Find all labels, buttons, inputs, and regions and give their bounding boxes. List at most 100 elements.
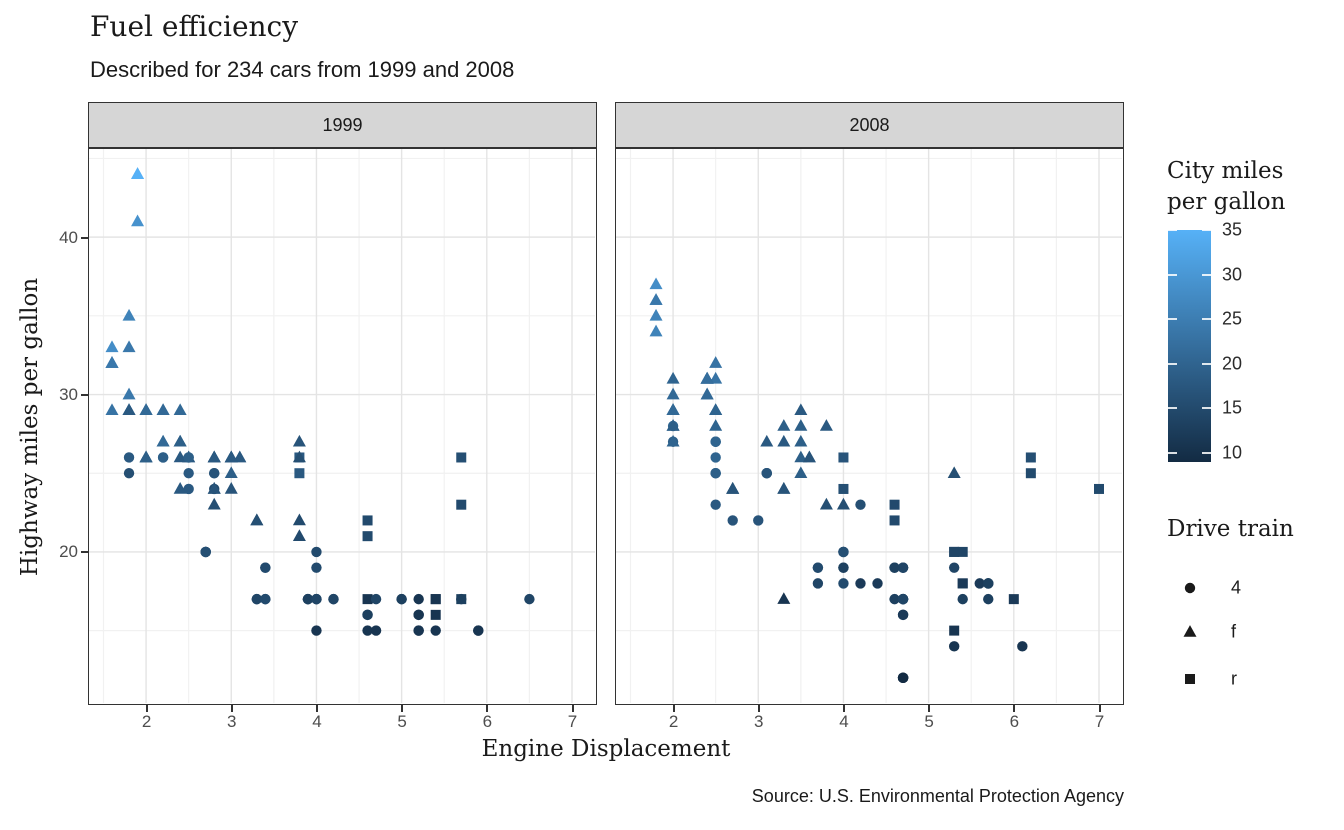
data-point <box>983 578 994 589</box>
data-point <box>131 214 145 227</box>
data-point <box>260 562 271 573</box>
data-point <box>292 450 306 463</box>
data-point <box>173 434 187 447</box>
y-axis-tick <box>81 394 88 397</box>
x-axis-tick <box>672 705 675 712</box>
data-point <box>1025 468 1036 479</box>
data-point <box>250 513 264 526</box>
data-point <box>224 466 238 479</box>
colorbar-tick <box>1202 407 1211 410</box>
x-axis-title: Engine Displacement <box>481 736 731 762</box>
data-point <box>122 387 136 400</box>
data-point <box>105 340 119 353</box>
data-point <box>819 419 833 431</box>
x-axis-tick-label: 7 <box>567 712 578 731</box>
data-point <box>649 308 663 321</box>
colorbar-tick <box>1202 362 1211 365</box>
colorbar-tick <box>1202 229 1211 231</box>
data-point <box>173 450 187 463</box>
data-point <box>183 483 194 495</box>
facet-strip-1999: 1999 <box>88 102 597 148</box>
data-point <box>473 625 484 636</box>
data-point <box>948 562 960 573</box>
x-axis-tick-label: 2 <box>141 712 152 731</box>
data-point <box>948 641 960 652</box>
square-key-icon <box>1185 674 1195 684</box>
data-point <box>362 531 373 542</box>
data-point <box>838 562 849 573</box>
data-point <box>413 593 424 605</box>
data-point <box>362 594 373 605</box>
x-axis-tick <box>230 705 233 712</box>
data-point <box>362 609 373 621</box>
x-axis-tick <box>145 705 148 712</box>
data-point <box>122 308 136 321</box>
drive-train-key-f <box>1177 618 1203 644</box>
data-point <box>710 468 721 479</box>
x-axis-tick-label: 5 <box>924 712 934 731</box>
colorbar-tick-label: 25 <box>1222 308 1243 329</box>
data-point <box>710 452 721 463</box>
colorbar-tick <box>1202 318 1211 321</box>
data-point <box>761 468 772 479</box>
data-point <box>456 593 467 605</box>
data-point <box>957 593 968 605</box>
data-point <box>777 482 791 494</box>
drive-train-key-label: r <box>1231 668 1237 689</box>
square-key-glyph <box>1185 674 1195 684</box>
data-point <box>260 593 271 605</box>
colorbar-tick-label: 10 <box>1222 442 1243 463</box>
data-point <box>1008 594 1019 605</box>
data-point <box>666 403 680 416</box>
drive-train-key-4 <box>1177 574 1203 600</box>
y-axis-tick-label: 30 <box>59 385 78 405</box>
data-point <box>173 482 187 494</box>
triangle-key-glyph <box>1183 625 1197 637</box>
data-point <box>710 499 721 510</box>
x-axis-tick <box>1013 705 1016 712</box>
color-legend-title-line1: City miles <box>1167 158 1284 184</box>
data-point <box>139 450 153 463</box>
y-axis-tick-label: 40 <box>59 227 78 247</box>
triangle-key-icon <box>1183 625 1197 637</box>
data-point <box>456 499 467 510</box>
data-point <box>224 482 238 494</box>
data-point <box>524 593 535 605</box>
drive-train-key-label: 4 <box>1231 577 1242 598</box>
data-point <box>207 450 221 463</box>
x-axis-tick-label: 6 <box>1009 712 1020 731</box>
data-point <box>819 497 833 510</box>
data-point <box>156 403 170 416</box>
data-point <box>430 594 441 605</box>
x-axis-tick-label: 2 <box>668 712 679 731</box>
data-point <box>760 434 774 447</box>
data-point <box>710 436 721 447</box>
colorbar-tick <box>1168 318 1177 321</box>
data-point <box>122 403 136 416</box>
color-legend-title: City miles per gallon <box>1167 156 1285 218</box>
data-point <box>139 403 153 416</box>
data-point <box>838 546 849 558</box>
data-point <box>666 419 680 431</box>
y-axis-title: Highway miles per gallon <box>17 277 43 577</box>
data-point <box>957 546 968 557</box>
scatter-plot-2008 <box>616 149 1122 703</box>
data-point <box>666 387 680 400</box>
x-axis-tick-label: 3 <box>754 712 764 731</box>
data-point <box>311 562 322 573</box>
circle-key-icon <box>1184 582 1196 594</box>
data-point <box>889 515 900 526</box>
data-point <box>430 609 441 620</box>
data-point <box>949 546 960 557</box>
data-point <box>362 625 373 636</box>
x-axis-tick-label: 7 <box>1094 712 1105 731</box>
colorbar-tick <box>1168 273 1177 276</box>
x-axis-tick-label: 6 <box>482 712 493 731</box>
colorbar-tick <box>1168 407 1177 410</box>
data-point <box>311 625 322 636</box>
data-point <box>413 625 424 636</box>
data-point <box>872 578 883 589</box>
x-axis-tick-label: 5 <box>397 712 407 731</box>
x-axis-tick-label: 4 <box>312 712 322 731</box>
